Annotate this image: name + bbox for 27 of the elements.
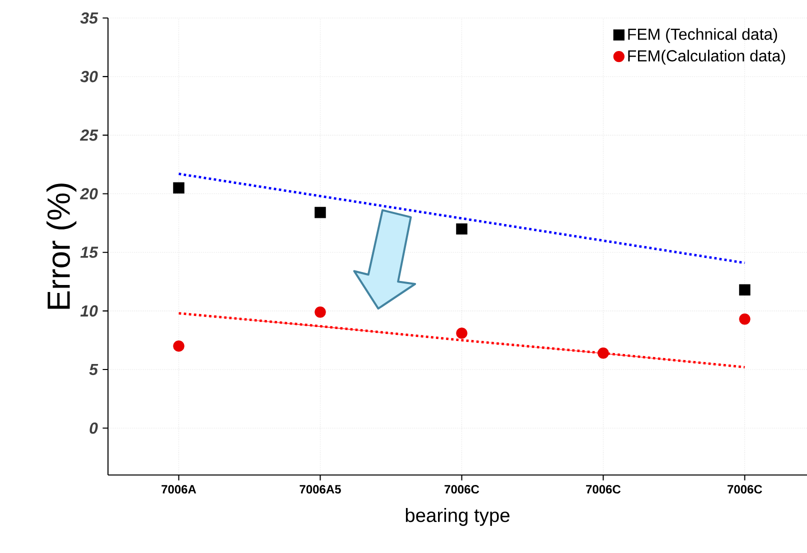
point: [739, 284, 750, 296]
point: [314, 206, 326, 218]
y-tick-label: 20: [80, 188, 98, 200]
point: [173, 340, 184, 352]
x-tick-label: 7006A5: [300, 485, 341, 494]
point: [173, 182, 184, 194]
y-tick-label: 15: [80, 246, 98, 258]
x-axis-title: bearing type: [406, 508, 510, 526]
legend-label: FEM (Technical data): [628, 28, 778, 44]
y-tick-label: 35: [80, 12, 98, 24]
x-tick-label: 7006C: [444, 485, 480, 494]
y-tick-label: 30: [80, 70, 98, 82]
y-tick-label: 0: [90, 422, 98, 434]
point: [456, 328, 468, 339]
x-tick-label: 7006C: [728, 485, 762, 494]
y-tick-label: 10: [80, 305, 98, 317]
legend-label: FEM(Calculation data): [628, 50, 786, 65]
x-tick-label: 7006A: [162, 485, 196, 494]
y-tick-label: 25: [80, 130, 98, 141]
point: [456, 223, 468, 235]
x-tick-label: 7006C: [586, 485, 621, 494]
point: [314, 306, 326, 318]
line-series: [178, 312, 746, 368]
point: [598, 348, 609, 359]
y-tick-label: 5: [89, 364, 98, 376]
point: [739, 314, 750, 325]
y-axis-title: Error (%): [46, 184, 76, 309]
